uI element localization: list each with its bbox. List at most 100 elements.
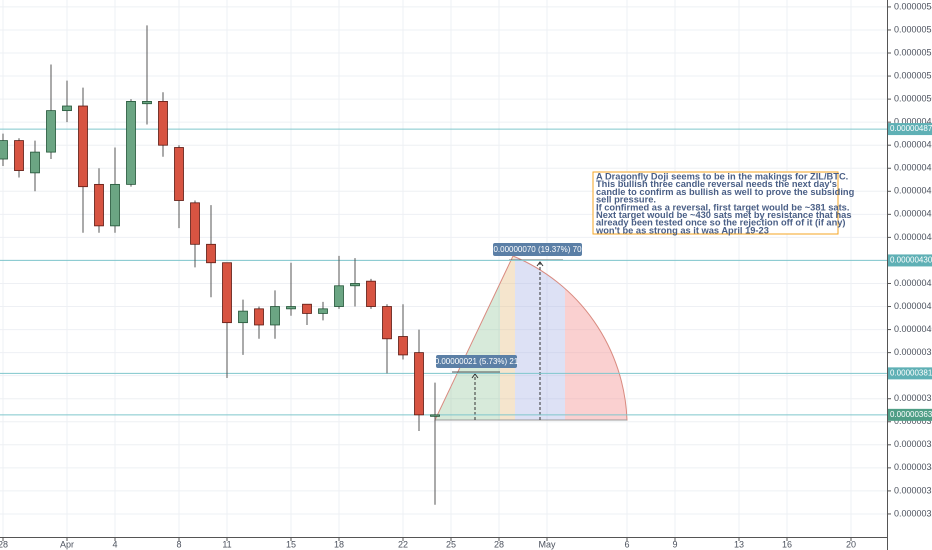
level-tag: 0.00000487: [888, 123, 932, 136]
candle-body: [0, 140, 8, 160]
level-box: [888, 123, 932, 136]
candle-body: [334, 285, 344, 307]
note: A Dragonfly Doji seems to be in the maki…: [592, 171, 855, 235]
y-tick-label: 0.00000460: [894, 186, 932, 196]
y-tick-label: 0.00000470: [894, 163, 932, 173]
x-tick-label: 28: [0, 539, 8, 549]
level-label: 0.00000430: [890, 256, 932, 265]
note-line: already been tested once so the rejectio…: [596, 218, 846, 228]
candle-body: [318, 308, 328, 314]
y-tick-label: 0.00000370: [894, 393, 932, 403]
candle-body: [286, 306, 296, 310]
measure-box: [436, 355, 517, 368]
x-tick-label: Apr: [60, 539, 74, 549]
level-label: 0.00000487: [890, 124, 932, 133]
fan-outline: [434, 255, 628, 421]
fan-band: [515, 256, 565, 420]
y-tick-label: 0.00000330: [894, 485, 932, 495]
candle-body: [430, 414, 440, 417]
y-tick-label: 0.00000530: [894, 24, 932, 34]
level-box: [888, 408, 932, 421]
y-tick-label: 0.00000360: [894, 416, 932, 426]
level-label: 0.00000363: [890, 410, 932, 419]
candle-body: [110, 183, 120, 227]
x-tick-label: 8: [176, 539, 181, 549]
candle-body: [158, 101, 168, 146]
candle-body: [270, 306, 280, 326]
x-tick-label: 25: [446, 539, 456, 549]
y-tick-label: 0.00000440: [894, 232, 932, 242]
x-tick-label: 28: [494, 539, 504, 549]
y-tick-label: 0.00000500: [894, 93, 932, 103]
level-label: 0.00000381: [890, 368, 932, 377]
candle-body: [14, 140, 24, 171]
x-tick-label: 22: [398, 539, 408, 549]
candle-body: [382, 306, 392, 340]
y-tick-label: 0.00000350: [894, 439, 932, 449]
y-axis-panel: [887, 0, 932, 550]
candles: [0, 25, 440, 505]
candle-body: [190, 202, 200, 245]
note-line: If confirmed as a reversal, first target…: [596, 202, 849, 212]
x-tick-label: 15: [286, 539, 296, 549]
candle-body: [78, 105, 88, 188]
candle-body: [366, 280, 376, 307]
levels: [0, 128, 887, 416]
candle-body: [398, 336, 408, 356]
y-tick-label: 0.00000340: [894, 462, 932, 472]
note-line: A Dragonfly Doji seems to be in the maki…: [596, 171, 848, 181]
note-line: Next target would be ~430 sats met by re…: [596, 210, 852, 220]
x-tick-label: 18: [334, 539, 344, 549]
candle-body: [414, 352, 424, 416]
candle-body: [222, 262, 232, 324]
note-line: This bullish three candle reversal needs…: [596, 179, 837, 189]
x-tick-label: 4: [112, 539, 117, 549]
candle-body: [206, 243, 216, 264]
fan-drawing: [434, 255, 628, 421]
fan-band: [500, 256, 515, 420]
x-tick-label: 11: [222, 539, 231, 549]
y-tick-label: 0.00000450: [894, 209, 932, 219]
y-tick-label: 0.00000320: [894, 508, 932, 518]
measures: 0.00000021 (5.73%) 21 0.00000070 (19.37%…: [435, 243, 582, 368]
fan-band: [565, 256, 627, 420]
y-tick-label: 0.00000390: [894, 347, 932, 357]
y-tick-label: 0.00000510: [894, 70, 932, 80]
level-box: [888, 254, 932, 267]
measure-box: [493, 243, 582, 256]
x-tick-label: 16: [782, 539, 792, 549]
measure-label: 0.00000021 (5.73%) 21: [435, 357, 519, 366]
x-tick-label: 20: [846, 539, 856, 549]
y-tick-label: 0.00000490: [894, 117, 932, 127]
candle-body: [62, 105, 72, 112]
candle-body: [302, 303, 312, 314]
level-box: [888, 367, 932, 380]
measure-label: 0.00000070 (19.37%) 70: [493, 245, 582, 254]
note-line: candle to confirm as bullish as well to …: [596, 187, 855, 197]
candle-body: [30, 151, 40, 174]
y-tick-label: 0.00000520: [894, 47, 932, 57]
x-tick-label: 6: [624, 539, 629, 549]
note-line: sell pressure.: [596, 195, 656, 205]
measure-arrow: [471, 261, 544, 379]
y-tick-label: 0.00000400: [894, 324, 932, 334]
candle-body: [126, 101, 136, 185]
x-tick-label: 9: [672, 539, 677, 549]
note-box: [592, 171, 839, 235]
fan-band: [435, 256, 500, 420]
candle-body: [238, 310, 248, 324]
candle-body: [142, 101, 152, 105]
level-tag: 0.00000381: [888, 367, 932, 380]
x-tick-label: 13: [734, 539, 744, 549]
level-tag: 0.00000430: [888, 254, 932, 267]
grid: [0, 0, 887, 537]
x-axis-panel: [0, 537, 887, 550]
level-tag: 0.00000363: [888, 408, 932, 421]
y-tick-label: 0.00000410: [894, 301, 932, 311]
candle-body: [174, 147, 184, 201]
candle-body: [46, 110, 56, 153]
y-tick-label: 0.00000540: [894, 1, 932, 11]
candle-body: [254, 308, 264, 326]
